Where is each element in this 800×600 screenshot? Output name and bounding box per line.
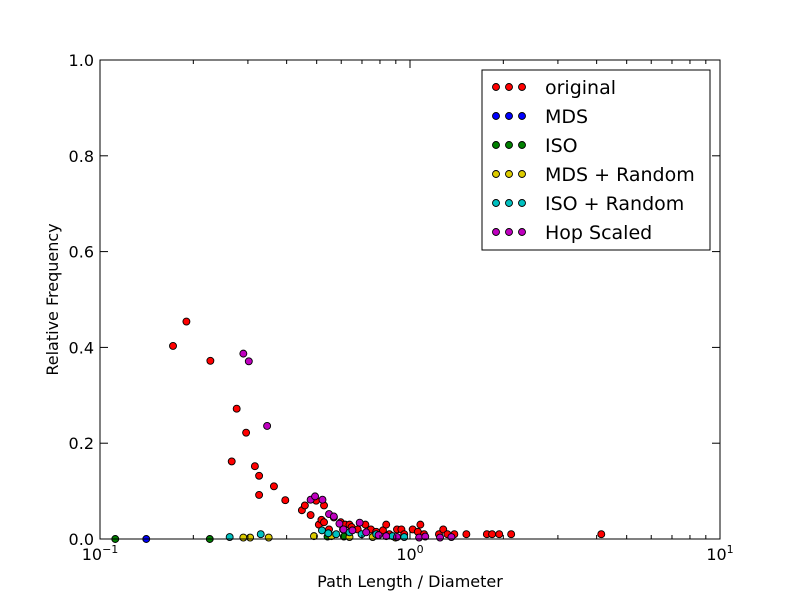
legend-marker xyxy=(518,141,526,149)
data-point xyxy=(436,533,444,542)
y-tick-label: 0.4 xyxy=(69,338,94,357)
data-point xyxy=(332,530,341,539)
data-point xyxy=(348,526,357,535)
legend-label: ISO xyxy=(545,135,578,157)
legend-marker xyxy=(505,141,513,149)
legend-marker xyxy=(518,170,526,178)
data-point xyxy=(495,530,504,539)
axis-ticks xyxy=(99,59,721,540)
data-point xyxy=(374,531,383,540)
legend-marker xyxy=(505,170,513,178)
data-point xyxy=(300,501,309,510)
data-point xyxy=(310,532,318,541)
data-point xyxy=(269,482,278,491)
legend-marker xyxy=(492,112,500,120)
legend-marker xyxy=(505,83,513,91)
data-point xyxy=(462,530,471,539)
data-point xyxy=(597,530,606,539)
y-tick-label: 0.6 xyxy=(69,243,94,262)
legend-marker xyxy=(492,83,500,91)
legend-marker xyxy=(505,112,513,120)
data-point xyxy=(206,356,215,365)
data-point xyxy=(225,533,234,542)
data-point xyxy=(255,490,264,499)
legend-label: Hop Scaled xyxy=(545,222,652,244)
x-tick-label: 100 xyxy=(396,543,423,564)
y-axis-tick-labels: 0.0 0.2 0.4 0.6 0.8 1.0 xyxy=(69,51,94,549)
data-point xyxy=(339,525,348,534)
data-point xyxy=(416,520,425,529)
legend-label: MDS + Random xyxy=(545,164,695,186)
x-tick-label: 101 xyxy=(706,543,733,564)
x-tick-label: 10−1 xyxy=(82,543,119,564)
y-tick-label: 0.2 xyxy=(69,434,94,453)
legend-marker xyxy=(492,199,500,207)
data-point xyxy=(379,526,387,535)
data-point xyxy=(250,462,259,471)
legend-label: original xyxy=(545,77,616,99)
data-point xyxy=(244,357,253,366)
data-point xyxy=(329,512,338,521)
data-point xyxy=(335,519,344,528)
data-point xyxy=(318,526,326,535)
data-point xyxy=(256,530,265,539)
data-point xyxy=(239,533,248,542)
data-point xyxy=(507,530,516,539)
legend-marker xyxy=(505,228,513,236)
data-point xyxy=(239,349,248,358)
legend-box xyxy=(481,69,711,251)
data-point xyxy=(264,533,273,542)
legend-marker xyxy=(505,199,513,207)
legend-marker xyxy=(518,199,526,207)
data-point xyxy=(382,532,391,541)
data-point xyxy=(263,422,272,430)
data-point xyxy=(400,533,409,542)
data-point xyxy=(320,518,328,527)
y-tick-label: 1.0 xyxy=(69,51,94,70)
y-axis-label: Relative Frequency xyxy=(43,223,62,375)
legend-marker xyxy=(492,228,500,236)
data-point xyxy=(232,404,241,413)
data-point xyxy=(355,518,364,527)
legend-label: MDS xyxy=(545,106,588,128)
data-point xyxy=(447,533,456,542)
data-point xyxy=(393,533,401,542)
data-point xyxy=(227,457,236,466)
data-point xyxy=(242,428,251,437)
legend-marker xyxy=(518,112,526,120)
data-point xyxy=(382,520,391,529)
legend-label: ISO + Random xyxy=(545,193,684,215)
legend: original MDS ISO MDS + Random ISO + Random Ho… xyxy=(481,69,711,251)
data-point xyxy=(318,495,327,504)
data-point xyxy=(169,342,177,350)
data-point xyxy=(421,532,430,541)
data-point xyxy=(306,511,315,519)
data-point xyxy=(311,492,320,501)
x-axis-tick-labels: 10−1 100 101 xyxy=(82,543,734,564)
legend-marker xyxy=(492,141,500,149)
legend-marker xyxy=(492,170,500,178)
data-point xyxy=(362,528,371,537)
x-axis-label: Path Length / Diameter xyxy=(317,572,503,591)
data-point xyxy=(488,530,497,539)
legend-marker xyxy=(518,228,526,236)
data-point xyxy=(182,317,191,326)
y-tick-label: 0.8 xyxy=(69,147,94,166)
data-point xyxy=(255,471,264,480)
data-point xyxy=(281,496,290,505)
legend-marker xyxy=(518,83,526,91)
y-tick-label: 0.0 xyxy=(69,530,94,549)
data-point xyxy=(324,529,333,538)
